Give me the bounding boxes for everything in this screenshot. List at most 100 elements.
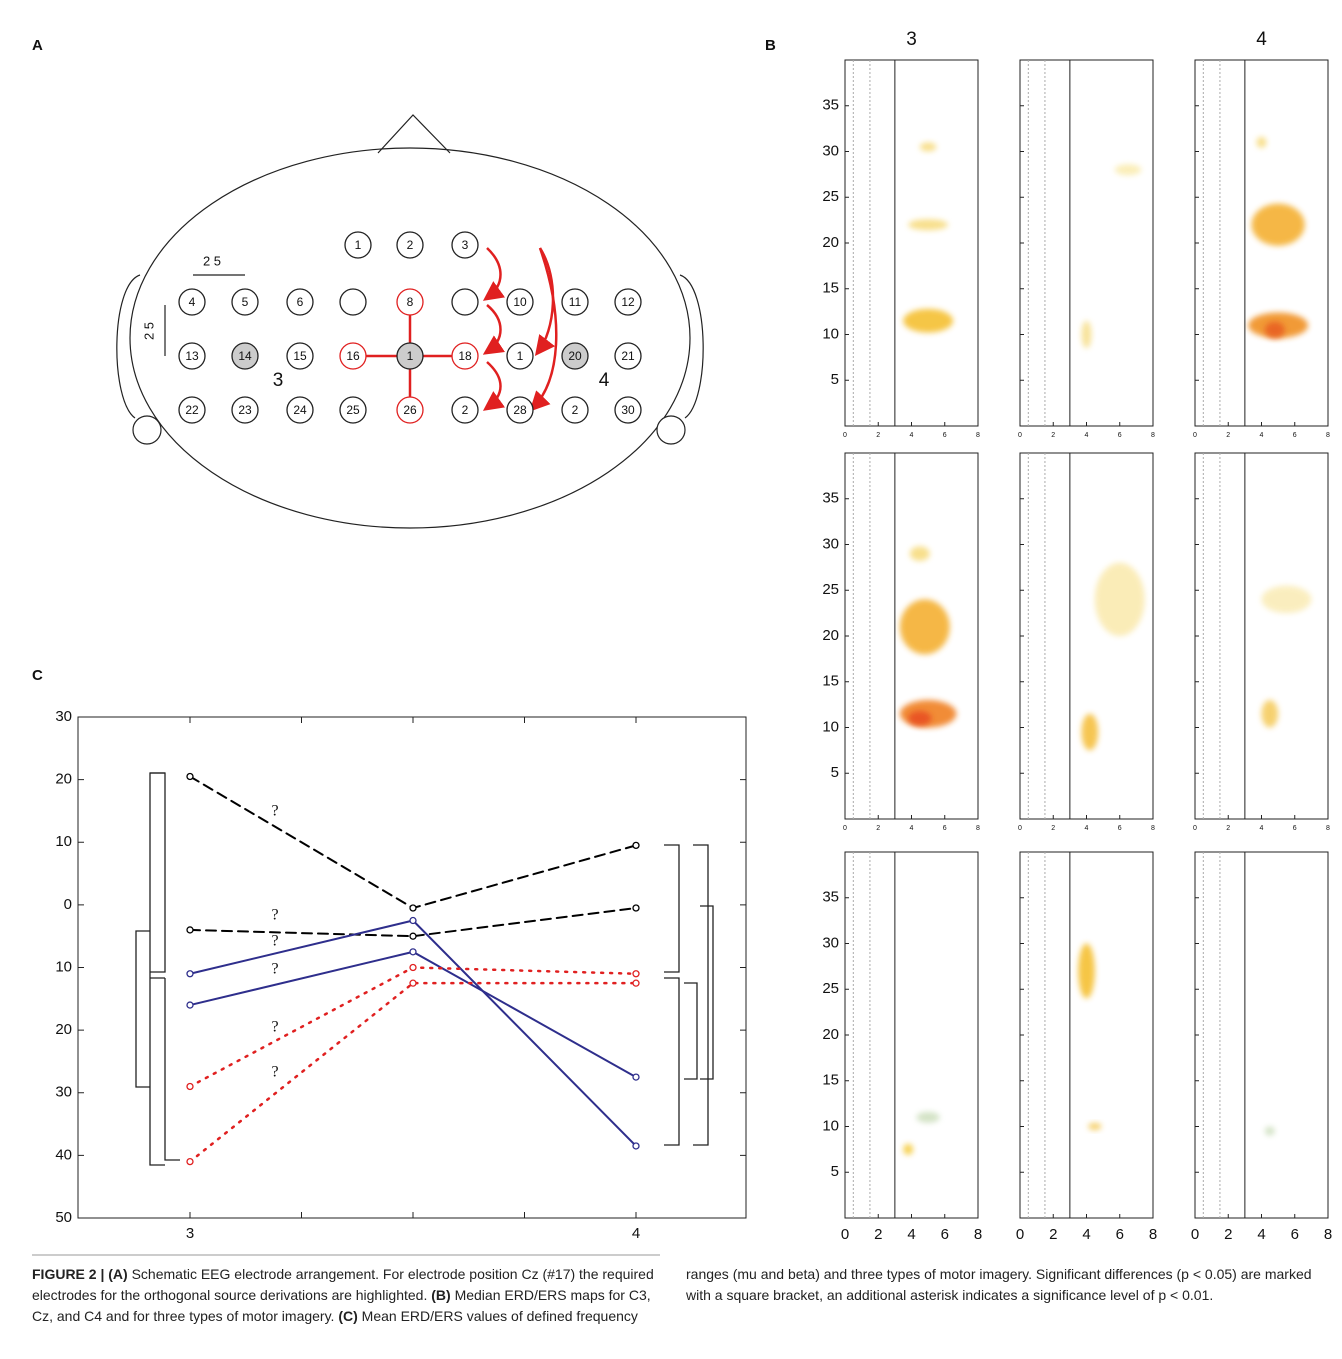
y-tick-label: 25 <box>822 188 839 205</box>
electrode-label: 12 <box>621 295 635 309</box>
electrode-label: 1 <box>407 349 414 363</box>
x-tick-label: 4 <box>1082 1226 1090 1243</box>
x-tick-label: 0 <box>843 432 847 439</box>
x-tick-label: 2 <box>1049 1226 1057 1243</box>
electrode-label: 16 <box>346 349 360 363</box>
electrode <box>561 288 589 316</box>
x-tick-label: 0 <box>843 825 847 832</box>
x-tick-label: 6 <box>943 432 947 439</box>
arrows <box>366 247 558 412</box>
data-point <box>186 1082 194 1091</box>
erd-blob <box>1251 203 1305 246</box>
y-tick-label: 30 <box>55 708 72 725</box>
x-tick-label: 4 <box>1260 432 1264 439</box>
x-tick-label: 6 <box>1116 1226 1124 1243</box>
electrode <box>178 342 206 370</box>
x-tick-label: 0 <box>1016 1226 1024 1243</box>
x-tick-label: 3 <box>186 1225 194 1242</box>
x-tick-label: 0 <box>841 1226 849 1243</box>
y-tick-label: 25 <box>822 581 839 598</box>
panel-label: A <box>32 37 43 54</box>
map-frame <box>844 59 979 427</box>
electrode-label: 1 <box>355 238 362 252</box>
y-tick-label: 0 <box>64 896 72 913</box>
x-tick-label: 8 <box>974 1226 982 1243</box>
map-frame <box>1194 59 1329 427</box>
x-tick-label: 4 <box>907 1226 915 1243</box>
data-point <box>409 979 417 987</box>
y-tick-label: 20 <box>55 771 72 788</box>
caption-text: Median ERD/ERS maps for C3, Cz, and C4 a… <box>32 1287 651 1324</box>
electrode-label: 3 <box>462 238 469 252</box>
data-point <box>186 772 194 781</box>
electrode-label: 30 <box>621 403 635 417</box>
electrode <box>561 342 589 370</box>
y-tick-label: 40 <box>55 1146 72 1163</box>
x-tick-label: 4 <box>910 432 914 439</box>
y-tick-label: 30 <box>822 934 839 951</box>
data-point <box>409 916 417 925</box>
x-tick-label: 6 <box>943 825 947 832</box>
electrode-label: 2 <box>407 238 414 252</box>
y-tick-label: 10 <box>55 958 72 975</box>
y-tick-label: 15 <box>822 673 839 690</box>
map-frame <box>1194 452 1329 820</box>
x-tick-label: 8 <box>1324 1226 1332 1243</box>
electrode-label: 2 <box>572 403 579 417</box>
x-tick-label: 2 <box>1226 825 1230 832</box>
electrode-label: 6 <box>297 295 304 309</box>
x-tick-label: 6 <box>1291 1226 1299 1243</box>
x-tick-label: 0 <box>1018 432 1022 439</box>
erd-blob <box>908 219 949 231</box>
erd-blob <box>919 142 937 152</box>
y-tick-label: 25 <box>822 980 839 997</box>
y-tick-label: 50 <box>55 1209 72 1226</box>
y-tick-label: 30 <box>822 535 839 552</box>
head <box>116 114 704 529</box>
x-tick-label: 2 <box>1051 432 1055 439</box>
y-tick-label: 20 <box>822 1026 839 1043</box>
x-tick-label: 0 <box>1193 432 1197 439</box>
erd-blob <box>1078 943 1095 999</box>
y-tick-label: 10 <box>822 1117 839 1134</box>
electrode-label: 5 <box>242 295 249 309</box>
electrode <box>396 231 424 259</box>
bracket <box>135 772 714 1166</box>
scale-label: 2 5 <box>203 253 221 268</box>
electrode-label: 15 <box>293 349 307 363</box>
electrode <box>339 342 367 370</box>
x-tick-label: 2 <box>1226 432 1230 439</box>
erd-blob <box>1114 164 1142 176</box>
x-tick-label: 0 <box>1018 825 1022 832</box>
x-tick-label: 8 <box>976 825 980 832</box>
electrode <box>451 288 479 316</box>
erd-blob <box>908 711 932 726</box>
electrode <box>451 396 479 424</box>
significance-mark: ? <box>271 1064 278 1081</box>
electrode <box>561 396 589 424</box>
y-tick-label: 20 <box>55 1021 72 1038</box>
data-point <box>186 926 194 934</box>
erd-blob <box>1261 585 1312 614</box>
erd-blob <box>916 1111 940 1123</box>
erd-blob <box>1264 1126 1275 1136</box>
scale-label: 2 5 <box>141 322 156 340</box>
x-tick-label: 8 <box>1326 432 1330 439</box>
x-tick-label: 6 <box>1293 432 1297 439</box>
panel-label: B <box>765 37 776 54</box>
electrode-label: 14 <box>238 349 252 363</box>
erd-blob <box>1256 136 1267 148</box>
electrode <box>614 396 642 424</box>
series-line <box>189 775 637 910</box>
x-tick-label: 6 <box>1293 825 1297 832</box>
electrode <box>396 288 424 316</box>
map-frame <box>1019 851 1154 1219</box>
electrode-label: 20 <box>568 349 582 363</box>
caption-text: FIGURE 2 | (A) <box>32 1266 128 1282</box>
electrode-label: 4 <box>189 295 196 309</box>
electrode-label: 24 <box>293 403 307 417</box>
y-tick-label: 10 <box>822 325 839 342</box>
y-tick-label: 10 <box>55 833 72 850</box>
caption-text: Schematic EEG electrode arrangement. For… <box>32 1266 654 1303</box>
data-point <box>632 904 640 912</box>
